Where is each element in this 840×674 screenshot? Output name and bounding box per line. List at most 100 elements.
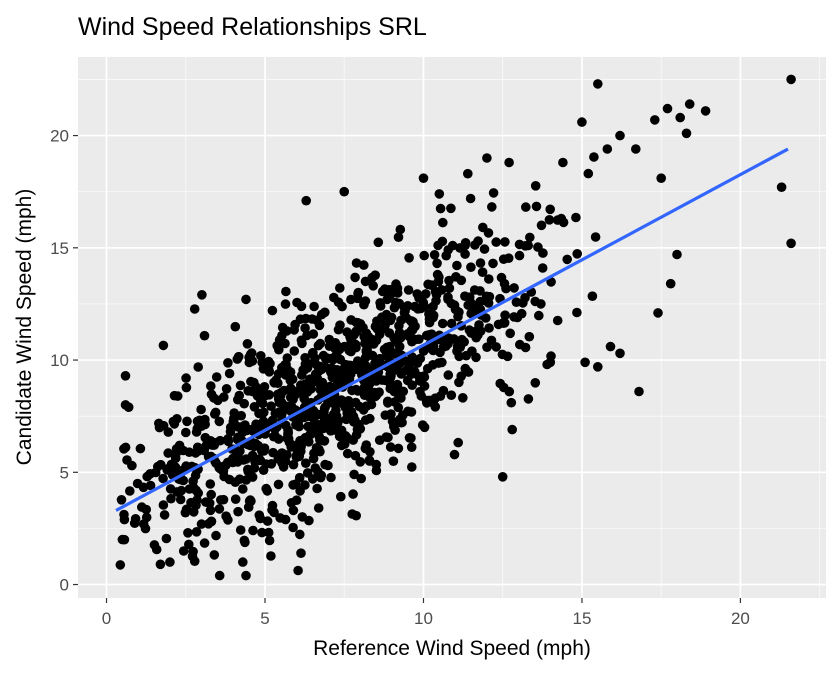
scatter-point xyxy=(165,557,175,567)
scatter-point xyxy=(297,370,307,380)
scatter-point xyxy=(321,354,331,365)
scatter-point xyxy=(419,250,430,261)
y-tick-label: 10 xyxy=(50,351,69,370)
scatter-point xyxy=(504,386,515,397)
scatter-point xyxy=(414,293,424,303)
scatter-point xyxy=(243,464,253,475)
scatter-point xyxy=(481,313,491,323)
scatter-point xyxy=(288,505,299,516)
scatter-point xyxy=(301,313,311,324)
scatter-point xyxy=(481,291,492,302)
scatter-point xyxy=(326,472,336,483)
scatter-point xyxy=(247,472,258,482)
scatter-point xyxy=(389,302,400,313)
scatter-point xyxy=(229,412,240,423)
scatter-point xyxy=(471,352,481,363)
scatter-point xyxy=(335,354,346,365)
scatter-point xyxy=(339,186,350,197)
scatter-point xyxy=(359,260,369,270)
scatter-point xyxy=(339,439,350,449)
scatter-point xyxy=(497,472,508,482)
scatter-point xyxy=(465,298,476,309)
x-tick-label: 0 xyxy=(102,609,111,628)
scatter-point xyxy=(295,529,305,540)
scatter-point xyxy=(211,530,221,541)
scatter-point xyxy=(675,112,685,123)
scatter-point xyxy=(188,476,198,487)
scatter-point xyxy=(453,437,464,448)
scatter-point xyxy=(444,283,455,294)
scatter-point xyxy=(681,128,692,139)
scatter-point xyxy=(298,382,308,393)
scatter-point xyxy=(268,447,278,458)
data-points xyxy=(115,74,796,581)
scatter-point xyxy=(395,224,406,235)
scatter-point xyxy=(475,258,486,268)
scatter-point xyxy=(391,279,401,289)
scatter-point xyxy=(287,374,298,385)
scatter-point xyxy=(506,397,517,408)
scatter-point xyxy=(178,475,189,486)
scatter-point xyxy=(394,321,404,331)
scatter-point xyxy=(214,504,225,514)
scatter-point xyxy=(435,203,446,214)
scatter-point xyxy=(196,519,207,529)
scatter-point xyxy=(403,406,413,417)
chart-title: Wind Speed Relationships SRL xyxy=(78,13,427,41)
scatter-point xyxy=(285,383,296,394)
scatter-point xyxy=(497,349,508,360)
scatter-point xyxy=(264,365,274,375)
scatter-point xyxy=(700,106,711,116)
scatter-point xyxy=(786,238,796,249)
scatter-point xyxy=(329,292,339,303)
scatter-point xyxy=(292,297,302,308)
scatter-point xyxy=(388,456,399,467)
scatter-point xyxy=(336,395,347,405)
scatter-point xyxy=(359,390,370,401)
scatter-point xyxy=(419,371,429,381)
scatter-point xyxy=(360,415,371,425)
scatter-point xyxy=(116,495,127,505)
scatter-point xyxy=(346,294,356,305)
scatter-point xyxy=(521,202,531,212)
scatter-point xyxy=(393,443,404,454)
scatter-point xyxy=(500,237,510,247)
scatter-point xyxy=(412,355,423,366)
scatter-point xyxy=(495,378,506,389)
scatter-point xyxy=(294,451,305,462)
scatter-point xyxy=(205,505,216,516)
scatter-point xyxy=(327,372,338,383)
scatter-point xyxy=(475,286,485,296)
scatter-point xyxy=(460,240,471,251)
scatter-point xyxy=(288,459,299,470)
scatter-point xyxy=(286,498,297,508)
x-axis-ticks: 0 5 10 15 20 xyxy=(102,598,750,628)
scatter-point xyxy=(273,479,284,490)
scatter-point xyxy=(224,368,235,379)
scatter-point xyxy=(404,433,415,443)
scatter-point xyxy=(197,290,207,300)
scatter-point xyxy=(488,258,498,269)
scatter-point xyxy=(117,534,128,545)
scatter-point xyxy=(285,392,296,403)
scatter-point xyxy=(119,509,129,520)
scatter-point xyxy=(206,516,217,527)
scatter-point xyxy=(483,228,494,238)
scatter-point xyxy=(281,286,291,297)
scatter-point xyxy=(349,469,359,480)
scatter-point xyxy=(277,406,288,416)
scatter-point xyxy=(181,373,191,383)
scatter-point xyxy=(259,382,270,392)
scatter-point xyxy=(562,254,572,265)
scatter-point xyxy=(239,535,250,546)
scatter-point xyxy=(267,305,278,316)
x-tick-label: 20 xyxy=(731,609,750,628)
scatter-point xyxy=(162,465,173,475)
scatter-point xyxy=(353,287,364,298)
scatter-point xyxy=(230,494,241,505)
scatter-point xyxy=(465,193,476,204)
scatter-point xyxy=(161,533,172,544)
scatter-point xyxy=(479,244,490,254)
scatter-point xyxy=(443,294,453,305)
scatter-point xyxy=(297,512,308,522)
